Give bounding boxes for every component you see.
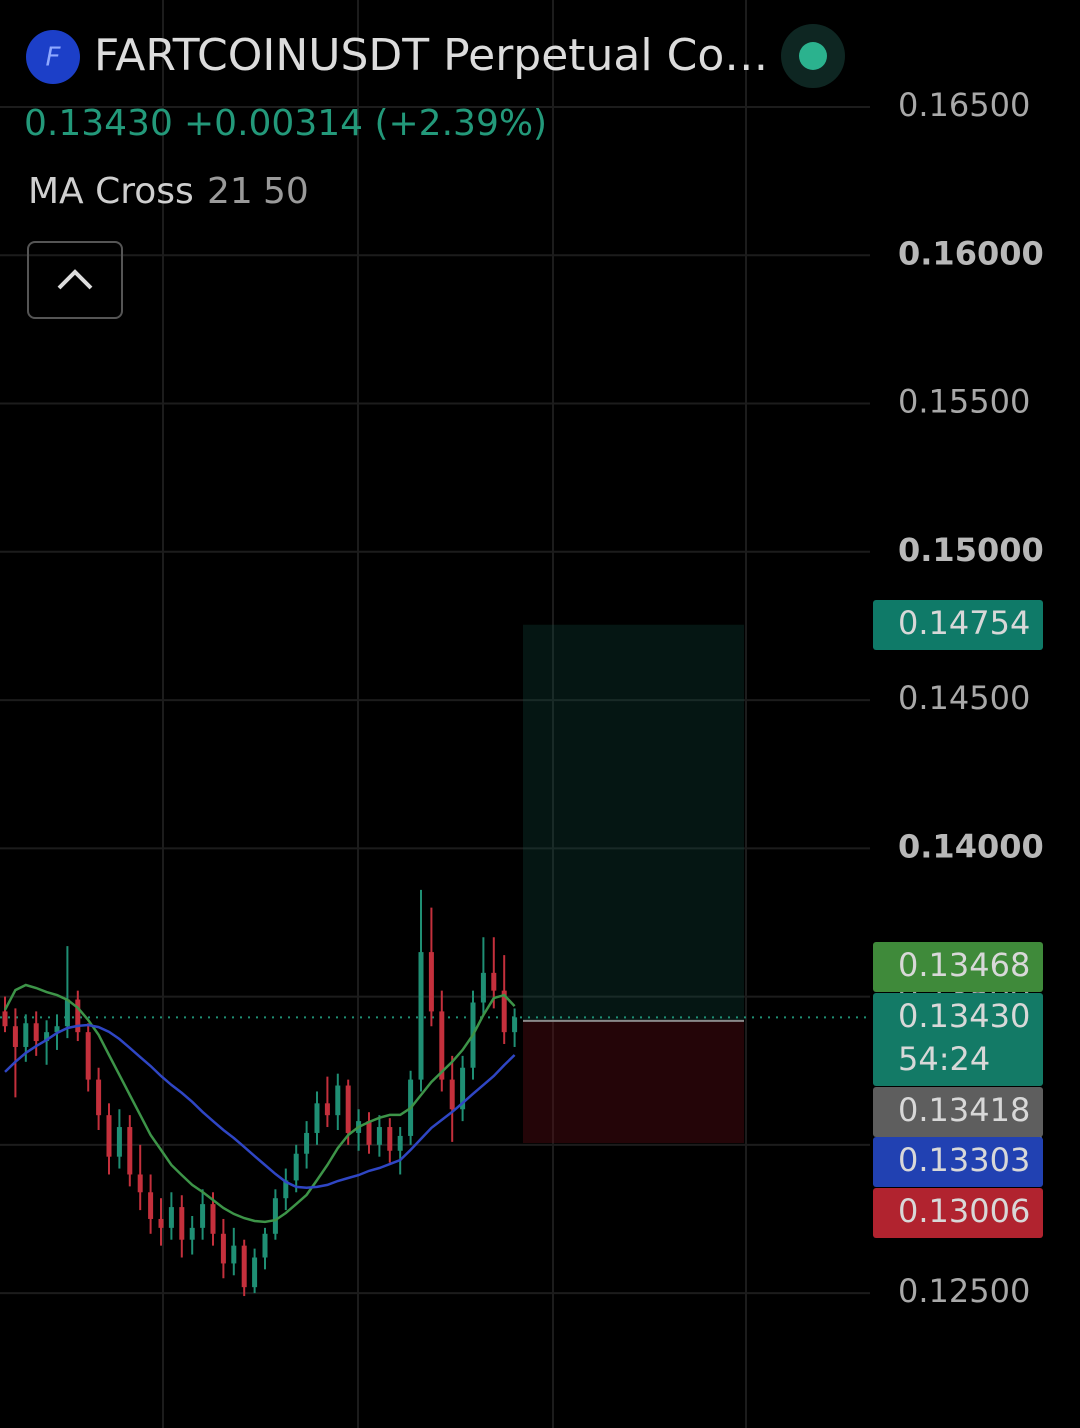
- price-badge: [873, 1188, 1043, 1238]
- y-tick-label: 0.16500: [898, 86, 1030, 124]
- stop-zone: [523, 1020, 744, 1144]
- candle-body: [168, 1207, 174, 1228]
- candle-body: [220, 1233, 226, 1264]
- candle-body: [335, 1085, 341, 1116]
- candle-body: [491, 972, 497, 991]
- candle-body: [439, 1011, 445, 1080]
- coin-logo: [26, 30, 80, 84]
- price-badge: [873, 942, 1043, 992]
- candle-body: [64, 999, 70, 1027]
- price-badge-label: 0.14754: [898, 604, 1030, 642]
- status-dot: [799, 42, 827, 70]
- candle-body: [304, 1132, 310, 1154]
- candle-body: [418, 952, 424, 1080]
- candle-body: [85, 1032, 91, 1080]
- candle-body: [23, 1023, 29, 1047]
- price-badge-label: 0.13303: [898, 1141, 1030, 1179]
- y-tick-label: 0.16000: [898, 234, 1044, 272]
- candle-body: [501, 990, 507, 1033]
- plot: 0.16500 0.16000 0.15500 0.15000 0.14500 0.140…: [0, 86, 1044, 1310]
- price-badge: [873, 1137, 1043, 1187]
- legend-entry: 50: [263, 171, 309, 212]
- collapse-button[interactable]: [27, 241, 123, 319]
- candle-body: [158, 1218, 164, 1228]
- candle-body: [366, 1121, 372, 1145]
- candle-body: [512, 1017, 518, 1033]
- candle-body: [96, 1079, 102, 1116]
- ma-line: [4, 1023, 516, 1190]
- candle-body: [2, 1011, 8, 1027]
- logo-glyph: F: [46, 43, 62, 73]
- candle-body: [262, 1233, 268, 1258]
- target-zone: [523, 624, 744, 1021]
- indicator-name: MA Cross: [28, 171, 194, 212]
- candle-body: [272, 1198, 278, 1234]
- price-change: +0.00314 (+2.39%): [184, 103, 547, 144]
- candle-body: [345, 1085, 351, 1133]
- candle-body: [324, 1103, 330, 1116]
- candle-body: [376, 1127, 382, 1145]
- candle-body: [106, 1115, 112, 1157]
- candle-body: [241, 1245, 247, 1288]
- price-badge: [873, 600, 1043, 650]
- price-badge: [873, 993, 1043, 1086]
- candle-body: [44, 1032, 50, 1042]
- candle-body: [293, 1153, 299, 1181]
- chevron-up: [57, 269, 93, 290]
- price-badge-label: 0.13418: [898, 1091, 1030, 1129]
- header: F FARTCOINUSDT Perpetual Co… 0.13430 +0.…: [24, 24, 845, 319]
- price-badge-label: 0.13468: [898, 946, 1030, 984]
- candle-body: [314, 1103, 320, 1133]
- candle-body: [231, 1245, 237, 1264]
- candle-body: [137, 1174, 143, 1193]
- candle-body: [33, 1023, 39, 1042]
- candle-body: [283, 1180, 289, 1199]
- y-tick-label: 0.14500: [898, 679, 1030, 717]
- price-badge-label: 0.13006: [898, 1192, 1030, 1230]
- candle-body: [54, 1026, 60, 1033]
- candle-body: [179, 1207, 185, 1240]
- candle-body: [200, 1204, 206, 1228]
- y-tick-label: 0.15000: [898, 531, 1044, 569]
- candle-body: [116, 1127, 122, 1157]
- candle-body: [480, 972, 486, 1003]
- grid: [162, 0, 747, 1428]
- candle-body: [449, 1079, 455, 1110]
- countdown: 54:24: [898, 1040, 990, 1078]
- candle-body: [12, 1026, 18, 1047]
- candle-body: [252, 1257, 258, 1288]
- candle-body: [75, 999, 81, 1033]
- ma-line: [3, 983, 516, 1224]
- candle-body: [428, 952, 434, 1012]
- candle-body: [189, 1227, 195, 1240]
- price-badge: [873, 1087, 1043, 1137]
- legend-entry: 21: [207, 171, 253, 212]
- candle-body: [127, 1127, 133, 1175]
- candle-body: [210, 1204, 216, 1234]
- candle-body: [460, 1067, 466, 1110]
- candle-body: [387, 1127, 393, 1151]
- candle-body: [397, 1135, 403, 1151]
- last-price: 0.13430: [24, 103, 173, 144]
- y-tick-label: 0.14000: [898, 827, 1044, 865]
- price-badge-label: 0.13430: [898, 997, 1030, 1035]
- y-tick-label: 0.15500: [898, 383, 1030, 421]
- symbol-title: FARTCOINUSDT Perpetual Co…: [94, 30, 768, 81]
- y-tick-label: 0.12500: [898, 1272, 1030, 1310]
- candle-body: [148, 1192, 154, 1219]
